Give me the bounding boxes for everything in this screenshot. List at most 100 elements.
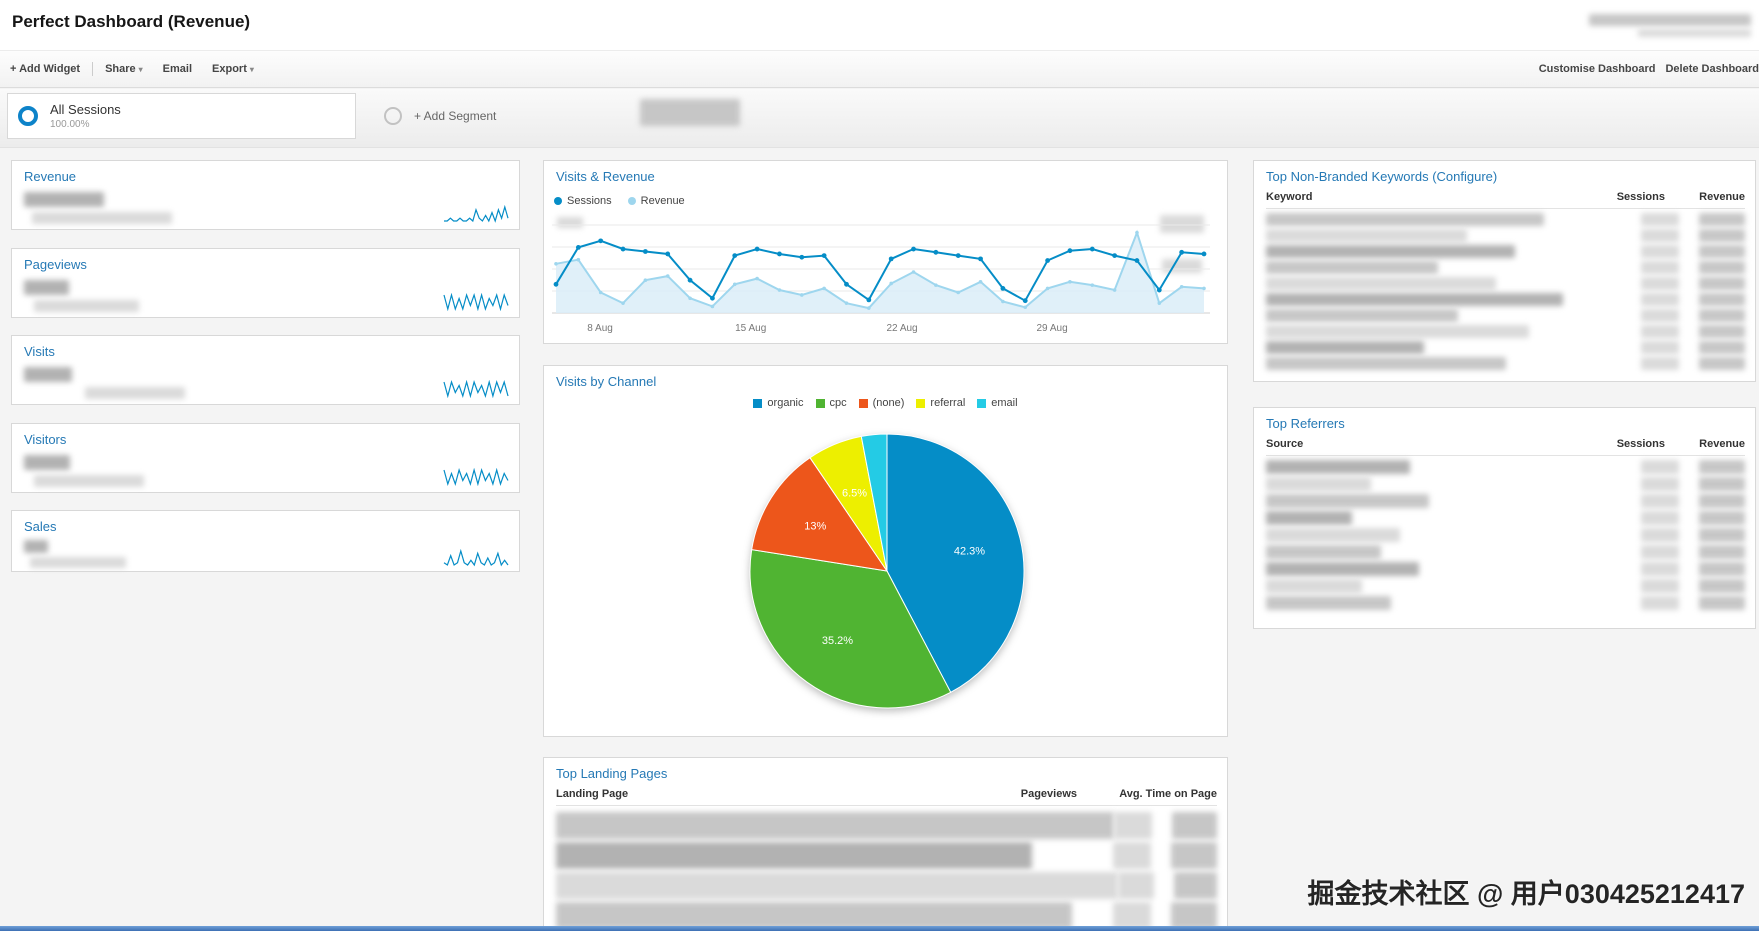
channel-pie-svg: 42.3% 35.2% 13% 6.5% — [749, 433, 1025, 709]
keywords-title[interactable]: Top Non-Branded Keywords (Configure) — [1266, 169, 1498, 184]
share-menu[interactable]: Share ▾ — [95, 63, 153, 75]
legend-item[interactable]: cpc — [815, 397, 847, 409]
segment-band: All Sessions 100.00% + Add Segment — [0, 89, 1759, 148]
export-menu[interactable]: Export ▾ — [202, 63, 264, 75]
redacted-row — [1266, 293, 1745, 306]
redacted-row — [1266, 528, 1745, 542]
col-sessions: Sessions — [1616, 191, 1665, 203]
widget-sales: Sales — [11, 510, 520, 572]
svg-text:6.5%: 6.5% — [842, 488, 867, 500]
widget-sales-title[interactable]: Sales — [24, 519, 57, 534]
bottom-edge-bar — [0, 926, 1759, 931]
redacted-row — [1266, 309, 1745, 322]
legend-dot-icon — [554, 197, 562, 205]
redacted-row — [1266, 245, 1745, 258]
all-sessions-percent: 100.00% — [50, 119, 90, 130]
caret-down-icon: ▾ — [249, 65, 254, 74]
all-sessions-segment[interactable]: All Sessions 100.00% — [7, 93, 356, 139]
legend-swatch-icon — [815, 398, 825, 408]
legend-item[interactable]: Revenue — [627, 195, 685, 207]
y-axis-label-redacted — [557, 217, 583, 228]
redacted-metric — [24, 455, 70, 470]
visits-sparkline — [443, 380, 509, 398]
visits-revenue-title[interactable]: Visits & Revenue — [556, 169, 655, 184]
customise-dashboard-button[interactable]: Customise Dashboard — [1538, 63, 1656, 75]
legend-item[interactable]: email — [977, 397, 1018, 409]
visitors-sparkline — [443, 468, 509, 486]
redacted-row — [1266, 511, 1745, 525]
redacted-metric — [24, 540, 48, 553]
legend-dot-icon — [627, 197, 636, 205]
widget-pageviews-title[interactable]: Pageviews — [24, 257, 87, 272]
visits-revenue-legend: Sessions Revenue — [554, 195, 685, 207]
keywords-header: Keyword Sessions Revenue — [1266, 191, 1745, 209]
redacted-row — [1266, 325, 1745, 338]
pageviews-sparkline — [443, 293, 509, 311]
landing-pages-title[interactable]: Top Landing Pages — [556, 766, 668, 781]
widget-top-referrers: Top Referrers Source Sessions Revenue — [1253, 407, 1756, 629]
legend-label: organic — [767, 397, 804, 409]
redacted-row — [1266, 357, 1745, 370]
sales-sparkline — [443, 549, 509, 567]
widget-visits-title[interactable]: Visits — [24, 344, 55, 359]
col-avg-time: Avg. Time on Page — [1119, 788, 1217, 800]
col-landing-page: Landing Page — [556, 788, 629, 800]
redacted-row — [556, 812, 1217, 839]
add-segment-circle-icon — [384, 107, 402, 125]
widget-visitors-title[interactable]: Visitors — [24, 432, 67, 447]
legend-item[interactable]: (none) — [858, 397, 905, 409]
col-sessions: Sessions — [1616, 438, 1665, 450]
legend-label: referral — [930, 397, 966, 409]
visits-by-channel-title[interactable]: Visits by Channel — [556, 374, 657, 389]
col-source: Source — [1266, 438, 1304, 450]
redacted-metric — [24, 280, 69, 295]
legend-item[interactable]: Sessions — [554, 195, 612, 207]
redacted-metric — [30, 557, 126, 568]
col-revenue: Revenue — [1699, 191, 1745, 203]
widget-top-landing-pages: Top Landing Pages Landing Page Pageviews… — [543, 757, 1228, 931]
legend-item[interactable]: referral — [916, 397, 965, 409]
svg-text:35.2%: 35.2% — [822, 635, 853, 647]
export-label: Export — [212, 63, 247, 75]
redacted-row — [1266, 545, 1745, 559]
widget-visits-revenue: Visits & Revenue Sessions Revenue 8 Aug 15… — [543, 160, 1228, 344]
user-account-redacted-2 — [1638, 29, 1751, 37]
legend-label: (none) — [872, 397, 905, 409]
redacted-row — [1266, 596, 1745, 610]
add-segment-label: + Add Segment — [414, 109, 497, 123]
redacted-row — [1266, 213, 1745, 226]
segment-donut-icon — [18, 106, 38, 126]
redacted-row — [1266, 477, 1745, 491]
referrers-header: Source Sessions Revenue — [1266, 438, 1745, 456]
landing-mosaic — [556, 812, 1217, 931]
legend-swatch-icon — [977, 398, 987, 408]
share-label: Share — [105, 63, 136, 75]
add-segment-button[interactable]: + Add Segment — [382, 93, 496, 139]
channel-legend: organic cpc (none) referral email — [544, 397, 1227, 409]
referrers-title[interactable]: Top Referrers — [1266, 416, 1345, 431]
widget-revenue-title[interactable]: Revenue — [24, 169, 77, 184]
all-sessions-label: All Sessions — [50, 102, 121, 117]
add-widget-button[interactable]: + Add Widget — [10, 63, 81, 75]
page-title: Perfect Dashboard (Revenue) — [12, 12, 251, 31]
widget-revenue: Revenue — [11, 160, 520, 230]
widget-visitors: Visitors — [11, 423, 520, 493]
email-button[interactable]: Email — [162, 63, 193, 75]
svg-text:42.3%: 42.3% — [954, 546, 985, 558]
legend-swatch-icon — [916, 398, 926, 408]
widget-top-keywords: Top Non-Branded Keywords (Configure) Key… — [1253, 160, 1756, 382]
app-header: Perfect Dashboard (Revenue) — [0, 0, 1759, 50]
redacted-row — [1266, 579, 1745, 593]
redacted-row — [1266, 261, 1745, 274]
right-axis-label-redacted — [1160, 215, 1204, 233]
redacted-metric — [34, 475, 144, 487]
redacted-row — [556, 902, 1217, 929]
legend-label: email — [991, 397, 1018, 409]
redacted-metric — [24, 192, 104, 207]
referrers-mosaic — [1266, 460, 1745, 613]
redacted-metric — [24, 367, 72, 382]
legend-item[interactable]: organic — [753, 397, 804, 409]
delete-dashboard-button[interactable]: Delete Dashboard — [1665, 63, 1759, 75]
redacted-row — [1266, 562, 1745, 576]
